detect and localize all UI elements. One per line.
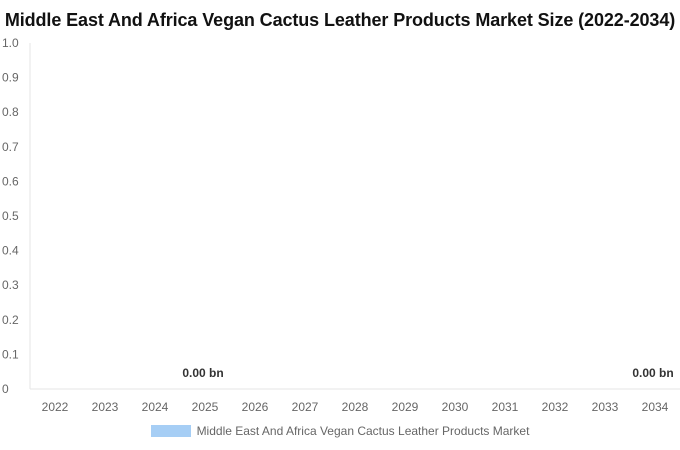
x-tick-label: 2031 [492, 400, 519, 414]
y-tick-label: 0.6 [2, 174, 19, 188]
legend-swatch [150, 425, 191, 437]
legend-label: Middle East And Africa Vegan Cactus Leat… [196, 424, 530, 438]
y-tick-label: 0.4 [2, 244, 19, 258]
legend: Middle East And Africa Vegan Cactus Leat… [0, 424, 680, 438]
x-axis: 2022 2023 2024 2025 2026 2027 2028 2029 2030 2031… [30, 388, 680, 414]
x-tick-label: 2022 [42, 400, 69, 414]
y-tick-label: 0.2 [2, 313, 19, 327]
x-tick-label: 2028 [342, 400, 369, 414]
y-tick-label: 0 [2, 382, 9, 396]
x-tick-label: 2025 [192, 400, 219, 414]
x-tick-label: 2029 [392, 400, 419, 414]
data-labels: 0.00 bn 0.00 bn [182, 366, 673, 380]
x-tick-label: 2033 [592, 400, 619, 414]
y-axis: 0 0.1 0.2 0.3 0.4 0.5 0.6 0.7 0.8 0.9 1.0 [2, 36, 31, 396]
y-tick-label: 1.0 [2, 36, 19, 50]
data-label: 0.00 bn [182, 366, 223, 380]
x-tick-label: 2026 [242, 400, 269, 414]
y-tick-label: 0.5 [2, 209, 19, 223]
y-tick-label: 0.8 [2, 105, 19, 119]
x-tick-label: 2024 [142, 400, 169, 414]
y-tick-label: 0.7 [2, 140, 19, 154]
x-tick-label: 2023 [92, 400, 119, 414]
x-tick-label: 2030 [442, 400, 469, 414]
x-tick-label: 2034 [642, 400, 669, 414]
data-label: 0.00 bn [632, 366, 673, 380]
chart-title: Middle East And Africa Vegan Cactus Leat… [4, 10, 676, 30]
y-tick-label: 0.1 [2, 347, 19, 361]
y-tick-label: 0.3 [2, 278, 19, 292]
y-tick-label: 0.9 [2, 71, 19, 85]
x-tick-label: 2027 [292, 400, 319, 414]
x-tick-label: 2032 [542, 400, 569, 414]
